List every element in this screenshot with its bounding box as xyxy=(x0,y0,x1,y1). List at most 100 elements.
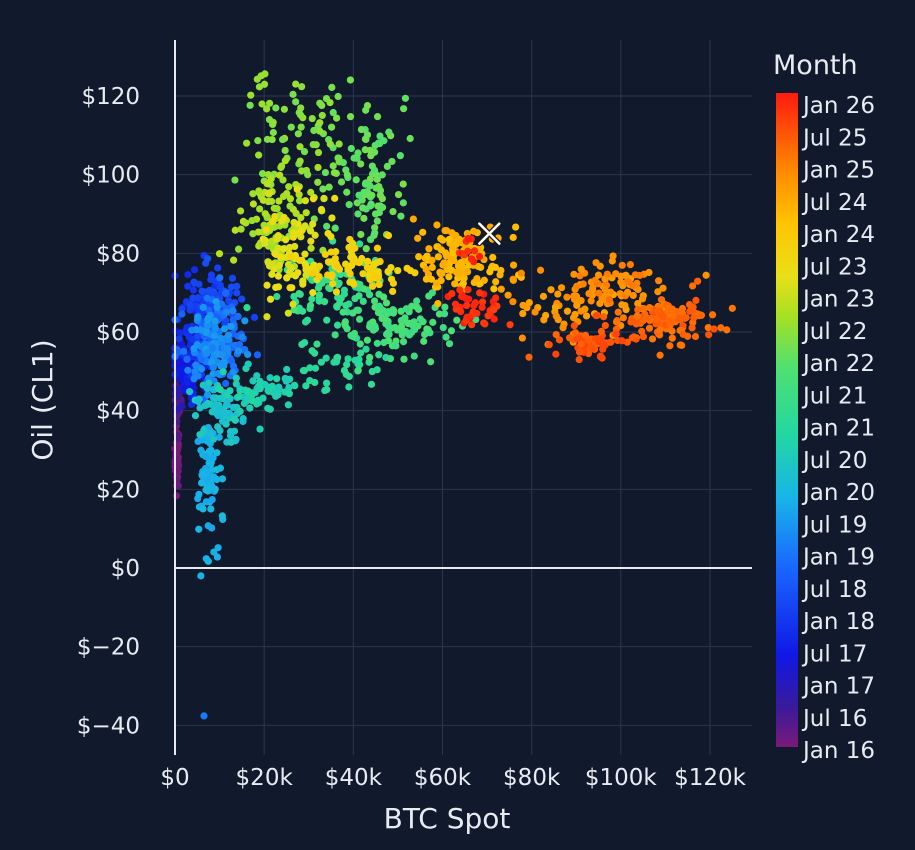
data-point xyxy=(357,230,365,239)
data-point xyxy=(182,326,190,334)
data-point xyxy=(352,258,360,266)
data-point xyxy=(223,399,231,408)
data-point xyxy=(280,245,288,253)
data-point xyxy=(272,283,280,292)
data-point xyxy=(285,390,293,398)
data-point xyxy=(265,115,274,124)
data-point xyxy=(617,278,625,286)
data-point xyxy=(358,254,366,263)
data-point xyxy=(213,303,221,311)
data-point xyxy=(325,183,333,191)
data-point xyxy=(249,377,257,385)
data-point xyxy=(399,180,407,188)
data-point xyxy=(176,329,184,337)
data-point xyxy=(275,197,283,205)
data-point xyxy=(552,350,560,358)
data-point xyxy=(373,366,381,374)
data-point xyxy=(194,397,202,406)
data-point xyxy=(334,154,342,162)
data-point xyxy=(232,380,240,388)
data-point xyxy=(332,288,341,296)
data-point xyxy=(354,149,362,157)
data-point xyxy=(320,298,329,306)
data-point xyxy=(710,325,718,333)
data-point xyxy=(273,292,281,301)
data-point xyxy=(340,290,348,298)
data-point xyxy=(298,340,306,349)
y-tick-label: $20 xyxy=(96,477,140,503)
data-point xyxy=(271,249,279,258)
data-point xyxy=(339,308,347,316)
data-point xyxy=(600,313,608,321)
data-point xyxy=(373,217,381,225)
data-point xyxy=(655,277,663,285)
data-point xyxy=(626,260,634,269)
data-point xyxy=(316,99,324,107)
data-point xyxy=(423,325,431,333)
data-point xyxy=(585,289,593,298)
data-point xyxy=(250,313,259,322)
data-point xyxy=(478,303,486,311)
data-point xyxy=(228,274,237,282)
data-point xyxy=(234,347,243,355)
data-point xyxy=(306,301,315,310)
data-point xyxy=(277,253,285,261)
data-point xyxy=(322,379,331,387)
data-point xyxy=(262,226,270,234)
data-point xyxy=(360,285,368,293)
data-point xyxy=(638,295,647,303)
data-point xyxy=(331,331,339,339)
colorbar: Month Jan 16 Jul 16 Jan 17 Jul 17 Jan 18 Jul … xyxy=(773,50,875,764)
data-point xyxy=(174,467,182,475)
data-point xyxy=(691,332,700,341)
data-point xyxy=(234,245,243,253)
data-point xyxy=(208,344,217,352)
data-point xyxy=(285,183,293,191)
y-tick-label: $0 xyxy=(111,556,140,582)
data-point xyxy=(284,309,292,317)
data-point xyxy=(233,289,241,297)
data-point xyxy=(454,270,463,279)
data-point xyxy=(235,341,244,349)
data-point xyxy=(596,353,605,361)
data-point xyxy=(375,302,384,310)
data-point xyxy=(314,163,322,172)
data-point xyxy=(303,316,312,324)
data-point xyxy=(374,309,383,317)
data-point xyxy=(204,374,213,382)
data-point xyxy=(618,337,626,345)
data-point xyxy=(634,299,642,308)
data-point xyxy=(378,203,387,212)
data-point xyxy=(362,245,370,253)
data-point xyxy=(175,335,183,343)
data-point xyxy=(728,304,736,312)
data-point xyxy=(210,548,218,556)
scatter-points xyxy=(171,70,736,720)
data-point xyxy=(207,446,215,454)
data-point xyxy=(399,338,408,346)
data-point xyxy=(315,297,323,305)
data-point xyxy=(378,314,386,323)
data-point xyxy=(347,144,355,153)
data-point xyxy=(316,119,324,127)
data-point xyxy=(307,188,315,196)
data-point xyxy=(296,157,304,165)
data-point xyxy=(197,446,205,454)
data-point xyxy=(255,187,263,195)
data-point xyxy=(253,351,262,359)
data-point xyxy=(705,331,713,339)
data-point xyxy=(345,372,353,381)
data-point xyxy=(227,322,235,330)
data-point xyxy=(371,224,379,232)
data-point xyxy=(595,289,603,297)
data-point xyxy=(581,305,589,313)
data-point xyxy=(427,275,436,283)
data-point xyxy=(229,368,237,376)
data-point xyxy=(329,162,337,170)
data-point xyxy=(330,169,338,177)
data-point xyxy=(281,157,289,165)
data-point xyxy=(563,293,571,301)
data-point xyxy=(346,235,354,244)
data-point xyxy=(464,247,472,255)
data-point xyxy=(205,286,214,294)
